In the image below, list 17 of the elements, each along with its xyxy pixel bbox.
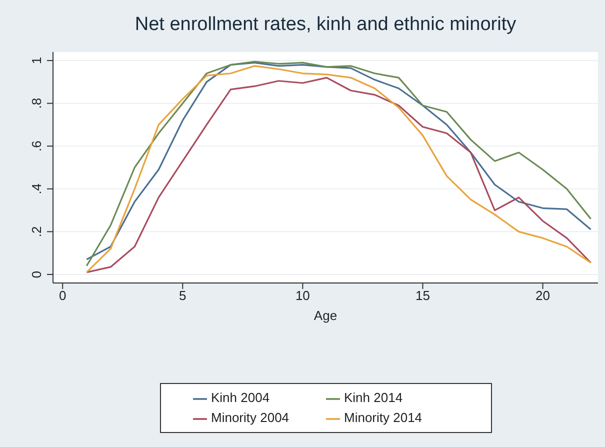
- x-tick-label: 5: [179, 288, 186, 304]
- y-tick-label: .6: [29, 140, 44, 152]
- x-tick-label: 15: [416, 288, 430, 304]
- y-tick-label: .8: [29, 98, 44, 109]
- x-tick-label: 0: [58, 288, 66, 304]
- x-tick-label: 20: [536, 288, 550, 304]
- legend-label: Kinh 2004: [211, 389, 271, 407]
- y-tick-label: 0: [29, 270, 44, 278]
- legend-label: Kinh 2014: [344, 389, 404, 407]
- x-tick-label: 10: [295, 288, 310, 304]
- chart-title: Net enrollment rates, kinh and ethnic minority: [134, 14, 518, 36]
- y-tick-label: .4: [29, 183, 44, 194]
- y-tick-label: .2: [29, 226, 44, 238]
- x-axis-title: Age: [314, 308, 338, 323]
- y-tick-label: 1: [29, 56, 44, 64]
- legend-label: Minority 2004: [211, 409, 290, 427]
- legend-label: Minority 2014: [344, 409, 424, 427]
